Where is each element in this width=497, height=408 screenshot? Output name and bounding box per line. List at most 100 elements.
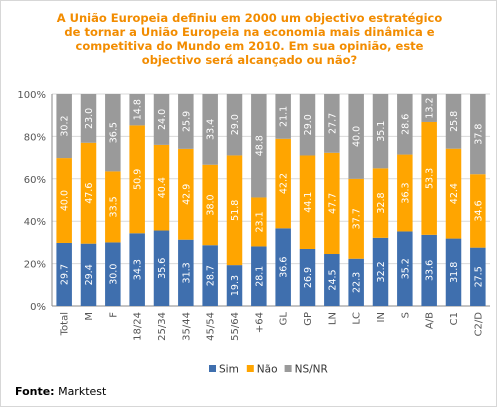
bar-segment-sim — [153, 230, 170, 306]
legend-swatch — [284, 365, 292, 372]
bar-segment-sim — [80, 243, 97, 306]
data-label: 33.5 — [108, 196, 119, 217]
bar-segment-ns-nr — [202, 94, 218, 165]
bar-segment-sim — [202, 245, 218, 306]
x-tick-label: 25/34 — [157, 312, 168, 341]
bar-segment-n-o — [80, 142, 97, 244]
bar-segment-n-o — [372, 168, 389, 238]
data-label: 42.4 — [449, 183, 460, 204]
data-label: 35.2 — [400, 258, 411, 279]
chart-title-line: de tornar a União Europeia na economia m… — [64, 25, 435, 39]
y-tick-label: 20% — [24, 260, 46, 271]
x-tick-label: M — [84, 312, 95, 321]
data-label: 21.1 — [279, 106, 290, 127]
data-label: 50.9 — [133, 169, 144, 190]
data-label: 31.3 — [181, 262, 192, 283]
data-label: 30.0 — [108, 264, 119, 285]
bar-segment-n-o — [178, 148, 194, 240]
bar-segment-sim — [421, 234, 437, 306]
x-tick-label: GP — [303, 312, 314, 326]
data-label: 29.7 — [60, 264, 71, 285]
x-tick-label: F — [108, 312, 119, 318]
data-label: 35.6 — [157, 258, 168, 279]
chart-title-line: competitiva do Mundo em 2010. Em sua opi… — [75, 39, 424, 53]
data-label: 27.7 — [327, 113, 338, 134]
data-label: 28.7 — [206, 265, 217, 286]
x-tick-label: 35/44 — [181, 312, 192, 341]
bar-segment-ns-nr — [470, 94, 486, 175]
y-tick-label: 60% — [24, 175, 46, 186]
data-label: 48.8 — [254, 135, 265, 156]
bar-segment-ns-nr — [251, 94, 267, 198]
bar-segment-ns-nr — [105, 94, 121, 172]
bar-segment-n-o — [251, 197, 267, 247]
data-label: 24.0 — [157, 109, 168, 130]
bar-segment-sim — [299, 248, 316, 306]
bar-segment-ns-nr — [324, 94, 340, 153]
data-label: 27.5 — [473, 266, 484, 287]
bar-segment-ns-nr — [56, 94, 72, 159]
bar-segment-n-o — [348, 178, 364, 259]
bar-segment-n-o — [397, 154, 413, 232]
bar-segment-ns-nr — [348, 94, 364, 179]
data-label: 19.3 — [230, 275, 241, 296]
bar-segment-ns-nr — [397, 94, 413, 155]
bar-segment-n-o — [421, 121, 437, 235]
data-label: 36.5 — [108, 122, 119, 143]
data-label: 33.4 — [206, 119, 217, 140]
data-label: 44.1 — [303, 192, 314, 213]
x-tick-label: C2/D — [473, 312, 484, 337]
bar-segment-sim — [251, 246, 267, 306]
bar-segment-ns-nr — [129, 94, 145, 126]
y-tick-label: 40% — [24, 217, 46, 228]
x-tick-label: LC — [352, 312, 363, 325]
legend-swatch — [246, 365, 254, 372]
x-tick-label: 18/24 — [133, 312, 144, 341]
x-tick-label: 45/54 — [206, 312, 217, 341]
bar-segment-ns-nr — [178, 94, 194, 149]
bar-segment-sim — [105, 242, 121, 306]
x-tick-label: C1 — [449, 312, 460, 325]
chart-title-line: A União Europeia definiu em 2000 um obje… — [56, 11, 443, 25]
bar-segment-sim — [324, 254, 340, 306]
data-label: 28.6 — [400, 114, 411, 135]
bar-segment-ns-nr — [80, 94, 97, 143]
y-tick-label: 0% — [30, 302, 46, 313]
bar-segment-n-o — [275, 138, 291, 229]
legend-swatch — [209, 365, 216, 372]
bar-segment-n-o — [56, 158, 72, 243]
bar-segment-n-o — [470, 174, 486, 248]
bar-segment-n-o — [445, 148, 462, 239]
data-label: 40.0 — [352, 126, 363, 147]
data-label: 13.2 — [425, 97, 436, 118]
bar-segment-ns-nr — [299, 94, 316, 156]
bar-segment-sim — [470, 247, 486, 306]
source-label: Fonte: — [15, 385, 55, 398]
bar-segment-n-o — [202, 164, 218, 246]
data-label: 23.1 — [254, 211, 265, 232]
data-label: 34.6 — [473, 200, 484, 221]
bar-segment-sim — [348, 258, 364, 306]
bar-segment-ns-nr — [421, 94, 437, 122]
bar-segment-ns-nr — [226, 94, 243, 156]
data-label: 33.6 — [425, 260, 436, 281]
bar-segment-n-o — [226, 155, 243, 266]
data-label: 38.0 — [206, 194, 217, 215]
data-label: 36.6 — [279, 257, 290, 278]
data-label: 34.3 — [133, 259, 144, 280]
bar-segment-n-o — [324, 152, 340, 255]
data-label: 32.2 — [376, 261, 387, 282]
bar-segment-ns-nr — [153, 94, 170, 145]
bar-segment-n-o — [129, 125, 145, 234]
data-label: 22.3 — [352, 272, 363, 293]
data-label: 26.9 — [303, 267, 314, 288]
chart-title: A União Europeia definiu em 2000 um obje… — [1, 11, 497, 67]
data-label: 51.8 — [230, 200, 241, 221]
x-tick-label: S — [400, 312, 411, 318]
x-tick-label: GL — [279, 312, 290, 326]
bar-segment-sim — [178, 239, 194, 306]
bar-segment-sim — [56, 242, 72, 306]
bar-segment-sim — [397, 231, 413, 306]
x-tick-label: +64 — [254, 312, 265, 333]
